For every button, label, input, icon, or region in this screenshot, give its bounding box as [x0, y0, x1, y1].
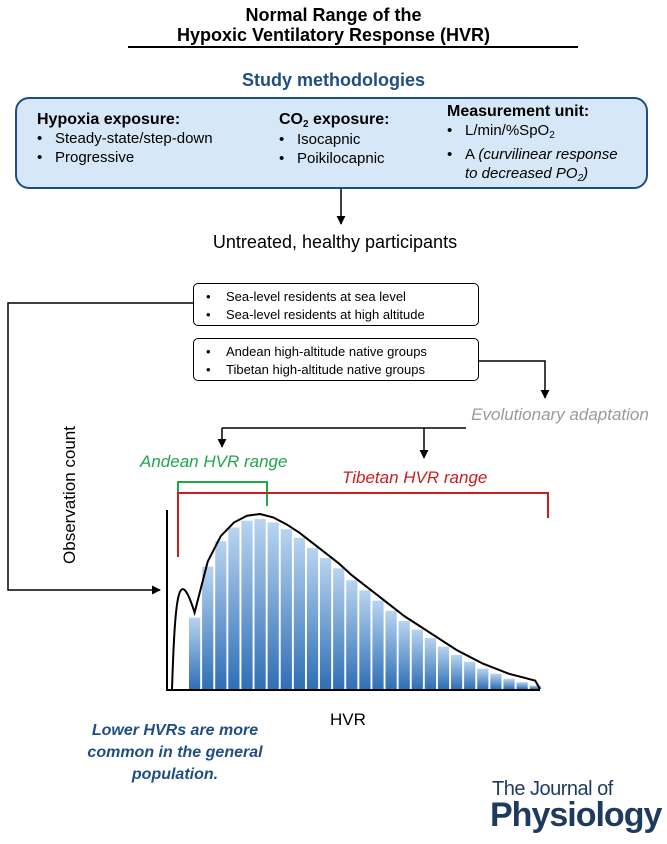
histogram-bar: [280, 529, 292, 689]
histogram-bar: [346, 580, 358, 689]
hypoxia-title: Hypoxia exposure:: [37, 111, 181, 128]
sea-level-groups-box: Sea-level residents at sea level Sea-lev…: [193, 283, 479, 326]
histogram-bar: [516, 682, 528, 689]
journal-logo-line-2: Physiology: [490, 796, 662, 834]
histogram-bar: [254, 519, 266, 689]
distribution-curve: [171, 512, 541, 690]
histogram-bar: [267, 522, 279, 689]
co2-item-1: Isocapnic: [279, 130, 439, 149]
x-axis-label: HVR: [330, 710, 366, 729]
title-line-2: Hypoxic Ventilatory Response (HVR): [176, 25, 491, 45]
andean-range-label: Andean HVR range: [140, 452, 288, 471]
co2-column: CO2 exposure: Isocapnic Poikilocapnic: [279, 111, 439, 168]
tibetan-range-label: Tibetan HVR range: [342, 468, 488, 487]
native-groups-box: Andean high-altitude native groups Tibet…: [193, 338, 479, 381]
histogram-bar: [490, 673, 502, 689]
histogram-bar: [451, 655, 463, 689]
methodologies-box: Hypoxia exposure: Steady-state/step-down…: [15, 97, 648, 189]
histogram-bar: [529, 685, 541, 689]
andean-range-bracket: [177, 481, 268, 517]
histogram-bar: [293, 537, 305, 689]
histogram-bars: [189, 519, 541, 689]
histogram-bar: [424, 638, 436, 689]
arrow-sea-level-to-chart: [7, 302, 193, 595]
histogram-bar: [241, 520, 253, 689]
participants-label: Untreated, healthy participants: [212, 232, 458, 252]
histogram-bar: [306, 547, 319, 689]
group-item-3: Andean high-altitude native groups: [206, 343, 470, 361]
unit-item-2-cont: to decreased PO2): [465, 165, 589, 184]
histogram-bar: [215, 541, 227, 689]
methodologies-heading: Study methodologies: [241, 70, 425, 90]
histogram-bar: [202, 566, 214, 689]
histogram-bar: [228, 527, 240, 689]
title-line-1: Normal Range of the: [245, 5, 422, 25]
title-divider: [128, 46, 578, 48]
histogram-bar: [372, 600, 384, 689]
hypoxia-item-2: Progressive: [37, 148, 277, 167]
histogram-bar: [189, 617, 201, 689]
co2-item-2: Poikilocapnic: [279, 149, 439, 168]
conclusion-note: Lower HVRs are more common in the genera…: [87, 722, 263, 783]
arrow-native-to-evolution: [479, 360, 550, 399]
evolutionary-adaptation-label: Evolutionary adaptation: [471, 405, 649, 424]
group-item-2: Sea-level residents at high altitude: [206, 306, 470, 324]
tibetan-range-bracket: [177, 492, 549, 557]
group-item-4: Tibetan high-altitude native groups: [206, 361, 470, 379]
histogram-bar: [477, 668, 489, 689]
group-item-1: Sea-level residents at sea level: [206, 288, 470, 306]
histogram-bar: [359, 590, 371, 689]
journal-logo-line-1: The Journal of: [492, 778, 613, 800]
unit-column: Measurement unit: L/min/%SpO2 A (curvili…: [447, 103, 647, 188]
unit-item-1: L/min/%SpO2: [447, 121, 647, 145]
co2-title: CO2 exposure:: [279, 111, 390, 130]
unit-title: Measurement unit:: [447, 103, 590, 120]
histogram-bar: [398, 621, 410, 689]
histogram-bar: [320, 558, 332, 689]
hypoxia-column: Hypoxia exposure: Steady-state/step-down…: [37, 111, 277, 167]
hypoxia-item-1: Steady-state/step-down: [37, 129, 277, 148]
histogram-bar: [503, 678, 515, 689]
unit-item-2: A (curvilinear response: [447, 145, 647, 164]
y-axis-label: Observation count: [60, 426, 79, 564]
histogram-bar: [333, 568, 345, 689]
histogram-bar: [464, 661, 476, 689]
histogram-bar: [411, 629, 423, 689]
histogram-bar: [437, 646, 450, 689]
histogram-bar: [385, 610, 397, 689]
